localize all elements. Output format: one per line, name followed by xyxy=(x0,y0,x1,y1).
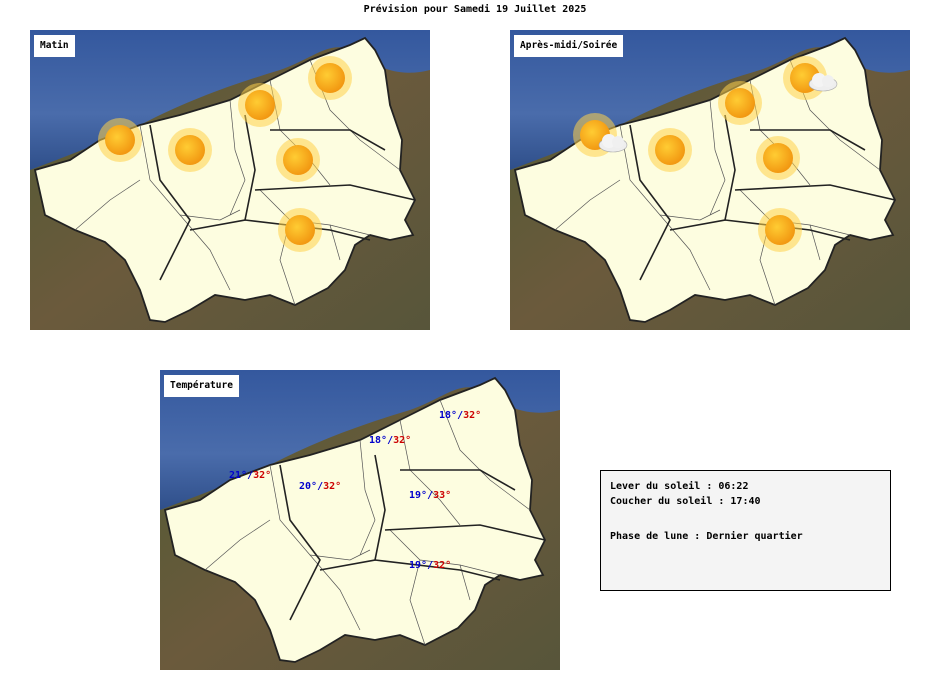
morning-map-canvas xyxy=(30,30,430,330)
sun-icon xyxy=(238,83,282,127)
sun-icon xyxy=(308,56,352,100)
temp-reading: 21°/32° xyxy=(229,470,272,481)
page-title: Prévision pour Samedi 19 Juillet 2025 xyxy=(363,4,587,15)
afternoon-map-canvas xyxy=(510,30,910,330)
morning-map-label: Matin xyxy=(34,35,75,57)
temp-reading: 18°/32° xyxy=(439,410,482,421)
sunset-text: Coucher du soleil : 17:40 xyxy=(610,496,761,507)
sun-icon xyxy=(278,208,322,252)
afternoon-icons xyxy=(573,56,838,252)
sun-icon xyxy=(168,128,212,172)
astronomy-info-box: Lever du soleil : 06:22 Coucher du solei… xyxy=(600,470,891,591)
sun-icon xyxy=(98,118,142,162)
temp-reading: 20°/32° xyxy=(299,481,342,492)
temperature-map: Température 18°/32° 18°/32° 21°/32° 20°/… xyxy=(160,370,560,670)
sun-icon xyxy=(718,81,762,125)
morning-icons xyxy=(98,56,352,252)
afternoon-map: Après-midi/Soirée xyxy=(510,30,910,330)
temperature-map-canvas xyxy=(160,370,560,670)
afternoon-map-label: Après-midi/Soirée xyxy=(514,35,624,57)
temp-reading: 19°/32° xyxy=(409,560,452,571)
sun-icon xyxy=(276,138,320,182)
sun-icon xyxy=(756,136,800,180)
morning-map: Matin xyxy=(30,30,430,330)
sun-icon xyxy=(758,208,802,252)
sun-icon xyxy=(648,128,692,172)
temperature-map-label: Température xyxy=(164,375,239,397)
temp-reading: 18°/32° xyxy=(369,435,412,446)
sun-cloud-icon xyxy=(783,56,838,100)
sunrise-text: Lever du soleil : 06:22 xyxy=(610,481,749,492)
sun-cloud-icon xyxy=(573,113,628,157)
moon-phase-text: Phase de lune : Dernier quartier xyxy=(610,531,803,542)
temp-reading: 19°/33° xyxy=(409,490,452,501)
